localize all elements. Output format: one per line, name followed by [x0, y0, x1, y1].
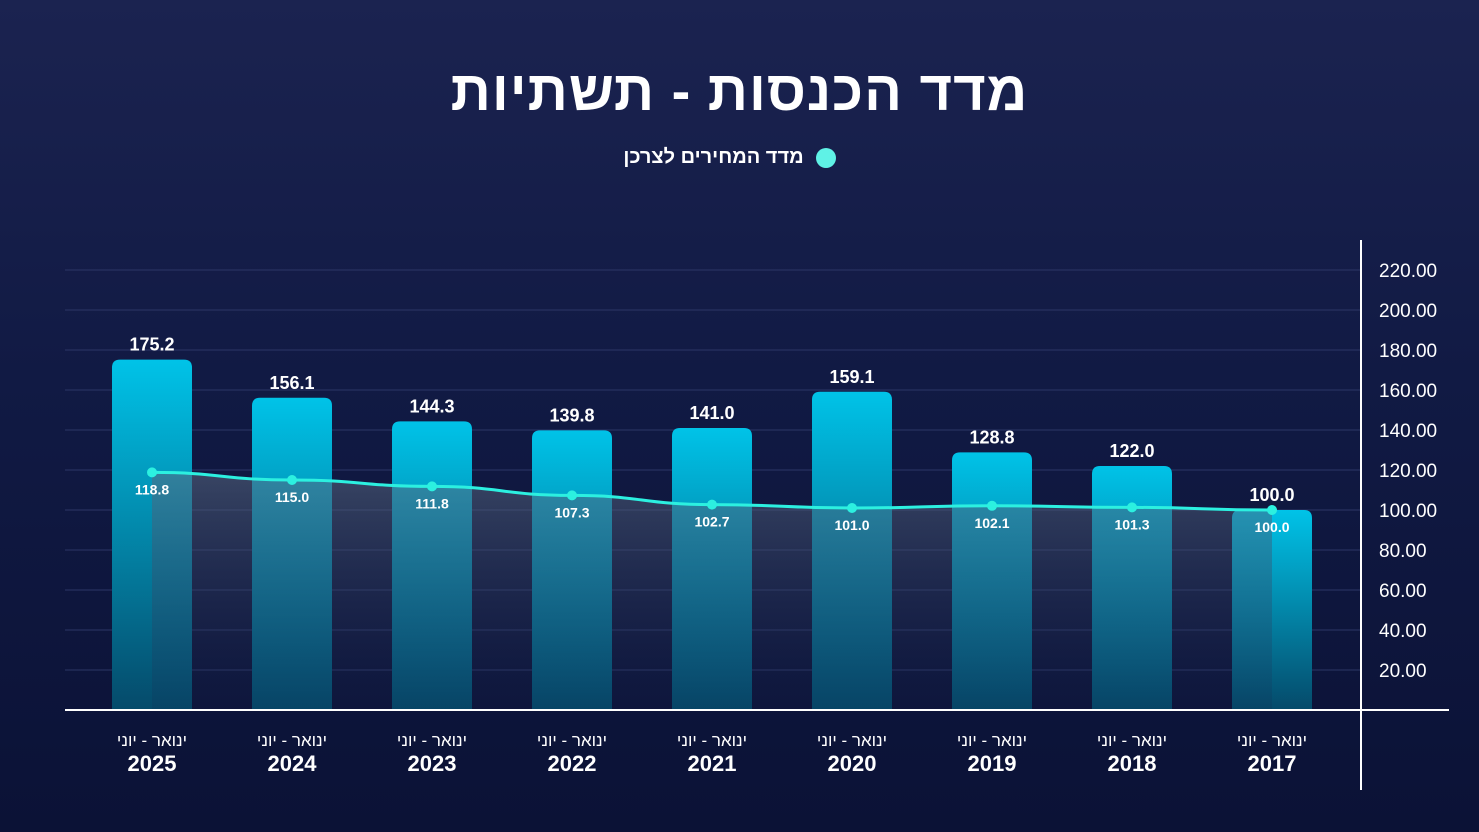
bar-value-label: 144.3 — [409, 396, 454, 416]
x-tick-year: 2017 — [1248, 751, 1297, 776]
y-tick-label: 40.00 — [1379, 621, 1427, 642]
y-tick-label: 220.00 — [1379, 261, 1437, 282]
x-tick-year: 2021 — [688, 751, 737, 776]
x-tick-period: ינואר - יוני — [957, 731, 1027, 750]
y-tick-label: 20.00 — [1379, 661, 1427, 682]
line-value-label: 102.1 — [974, 515, 1009, 531]
x-tick-year: 2024 — [268, 751, 318, 776]
x-tick-year: 2020 — [828, 751, 877, 776]
y-tick-label: 160.00 — [1379, 381, 1437, 402]
line-value-label: 115.0 — [275, 489, 309, 505]
x-tick-year: 2018 — [1108, 751, 1157, 776]
line-value-label: 101.3 — [1114, 516, 1149, 532]
line-value-label: 100.0 — [1254, 519, 1289, 535]
x-tick-period: ינואר - יוני — [397, 731, 467, 750]
legend-marker — [815, 147, 836, 168]
line-point — [567, 490, 577, 501]
bar-value-label: 100.0 — [1249, 485, 1294, 505]
bar-value-label: 139.8 — [549, 405, 594, 425]
line-value-label: 107.3 — [554, 504, 589, 520]
y-tick-label: 80.00 — [1379, 541, 1427, 562]
y-tick-label: 140.00 — [1379, 421, 1437, 442]
x-tick-year: 2023 — [408, 751, 457, 776]
x-tick-period: ינואר - יוני — [677, 731, 747, 750]
line-point — [707, 499, 717, 510]
bar-value-label: 141.0 — [689, 403, 734, 423]
line-series — [151, 470, 1273, 512]
y-tick-label: 200.00 — [1379, 301, 1437, 322]
line-value-label: 102.7 — [694, 514, 729, 530]
line-point — [987, 500, 997, 511]
bar-value-label: 159.1 — [829, 367, 874, 387]
x-tick-period: ינואר - יוני — [817, 731, 887, 750]
line-point — [1127, 502, 1137, 513]
y-tick-label: 180.00 — [1379, 341, 1437, 362]
line-value-label: 101.0 — [834, 517, 869, 533]
y-tick-label: 100.00 — [1379, 501, 1437, 522]
line-value-label: 118.8 — [135, 481, 169, 497]
x-tick-period: ינואר - יוני — [537, 731, 607, 750]
y-tick-label: 60.00 — [1379, 581, 1427, 602]
bar-value-label: 128.8 — [969, 427, 1014, 447]
line-point — [287, 475, 297, 485]
bar-value-label: 156.1 — [269, 373, 314, 393]
line-point — [147, 467, 157, 478]
legend: מדד המחירים לצרכן — [0, 146, 1479, 169]
bar-value-label: 122.0 — [1109, 441, 1154, 461]
bar-value-label: 175.2 — [129, 335, 174, 355]
line-area-fill — [152, 472, 1272, 710]
chart-title: מדד הכנסות - תשתיות — [450, 59, 1029, 122]
line-point — [847, 503, 857, 513]
line-point — [427, 481, 437, 492]
x-tick-period: ינואר - יוני — [257, 731, 327, 750]
y-tick-label: 120.00 — [1379, 461, 1437, 482]
line-value-label: 111.8 — [415, 495, 449, 511]
x-tick-year: 2019 — [968, 751, 1017, 776]
x-tick-period: ינואר - יוני — [117, 731, 187, 750]
line-point — [1267, 505, 1277, 515]
x-tick-period: ינואר - יוני — [1097, 731, 1167, 750]
x-tick-period: ינואר - יוני — [1237, 731, 1307, 750]
x-tick-year: 2025 — [128, 751, 177, 776]
legend-label: מדד המחירים לצרכן — [623, 146, 804, 168]
x-tick-year: 2022 — [548, 751, 597, 776]
